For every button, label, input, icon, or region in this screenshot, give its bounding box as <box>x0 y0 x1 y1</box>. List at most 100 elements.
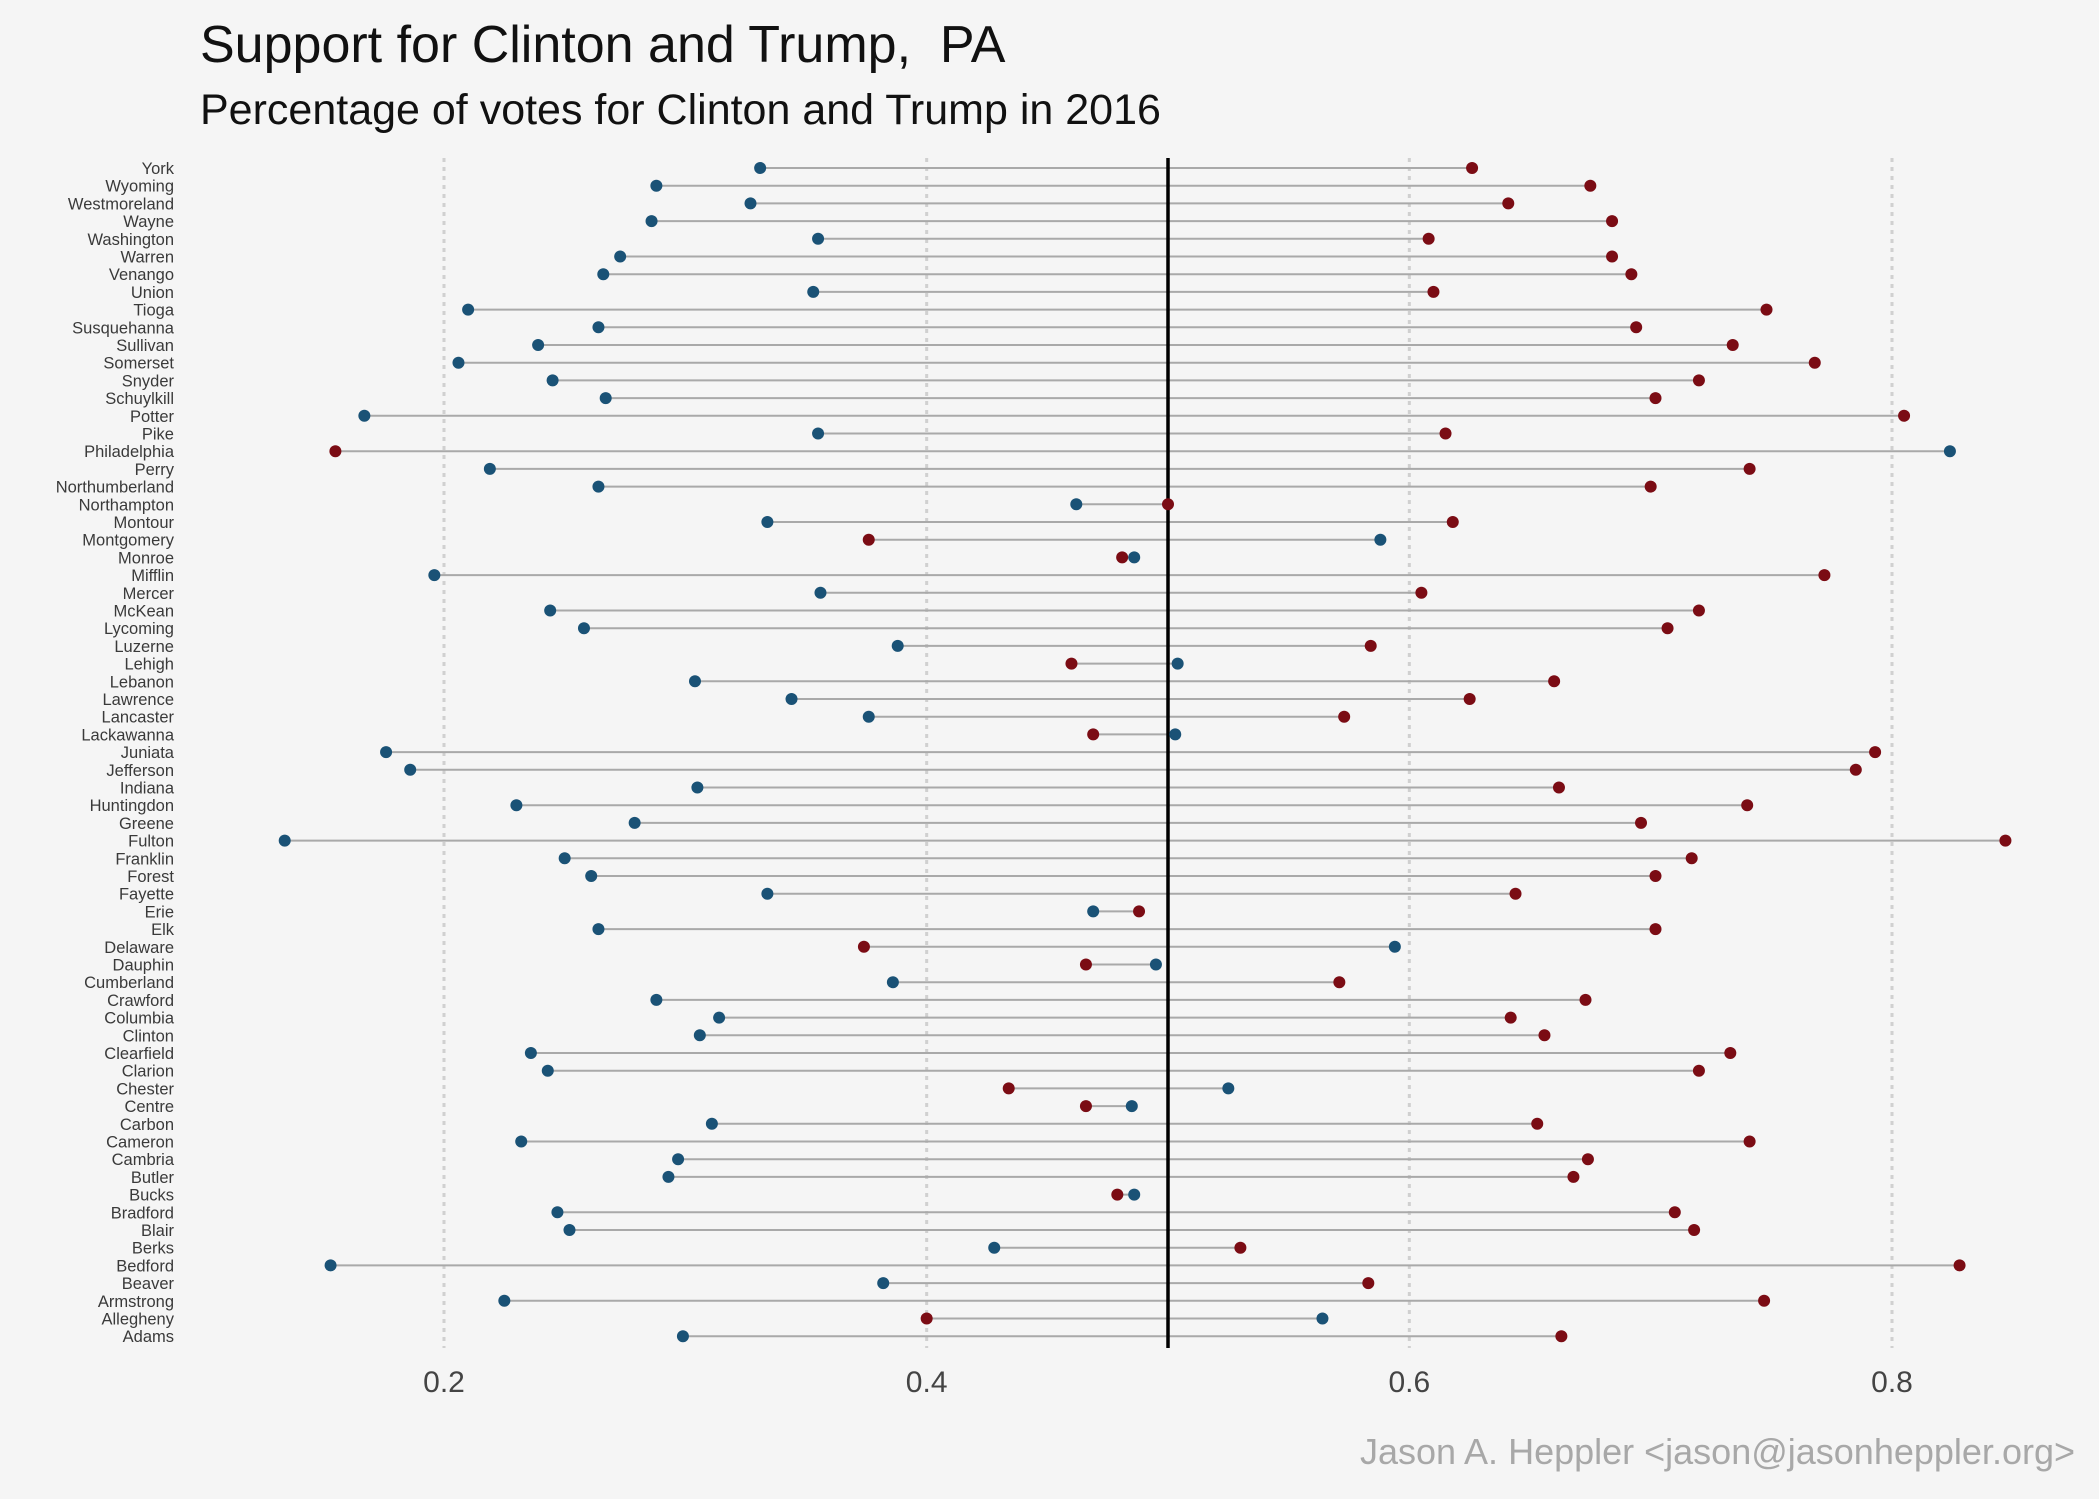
clinton-point <box>1171 657 1184 670</box>
clinton-point <box>483 462 496 475</box>
trump-point <box>1079 1100 1092 1113</box>
clinton-point <box>1087 905 1100 918</box>
clinton-point <box>510 799 523 812</box>
county-label: Crawford <box>107 992 174 1010</box>
trump-point <box>1606 250 1619 263</box>
trump-point <box>1439 427 1452 440</box>
trump-point <box>1644 480 1657 493</box>
trump-point <box>1953 1259 1966 1272</box>
trump-point <box>1079 958 1092 971</box>
clinton-point <box>988 1241 1001 1254</box>
trump-point <box>1692 374 1705 387</box>
trump-point <box>1898 409 1911 422</box>
trump-point <box>1685 852 1698 865</box>
trump-point <box>1338 710 1351 723</box>
county-label: Huntingdon <box>90 797 174 815</box>
clinton-point <box>614 250 627 263</box>
clinton-point <box>1374 533 1387 546</box>
county-label: Susquehanna <box>72 319 175 337</box>
x-tick-label: 0.2 <box>423 1366 465 1399</box>
clinton-point <box>599 392 612 405</box>
chart-subtitle: Percentage of votes for Clinton and Trum… <box>200 86 1161 134</box>
clinton-point <box>577 622 590 635</box>
trump-point <box>1234 1241 1247 1254</box>
county-label: Fayette <box>119 886 174 904</box>
clinton-point <box>754 162 767 174</box>
clinton-point <box>597 268 610 281</box>
trump-point <box>1649 870 1662 882</box>
trump-point <box>1362 1277 1375 1290</box>
dumbbell-points <box>278 162 2012 1343</box>
clinton-point <box>1125 1100 1138 1113</box>
county-label: Greene <box>119 815 174 833</box>
county-label: Clinton <box>123 1027 174 1045</box>
county-label: Beaver <box>122 1275 175 1293</box>
clinton-point <box>515 1135 528 1148</box>
clinton-point <box>1128 1188 1141 1201</box>
clinton-point <box>404 763 417 776</box>
clinton-point <box>532 339 545 351</box>
clinton-point <box>524 1047 537 1059</box>
x-axis-labels: 0.2 0.4 0.6 0.8 <box>423 1366 1913 1399</box>
county-label: Mercer <box>123 585 175 603</box>
trump-point <box>1415 586 1428 599</box>
trump-point <box>1741 799 1754 812</box>
county-label: Berks <box>132 1240 174 1258</box>
clinton-point <box>1070 498 1083 511</box>
county-label: McKean <box>113 603 174 621</box>
clinton-point <box>1388 940 1401 953</box>
trump-point <box>1548 675 1561 688</box>
county-label: Washington <box>87 231 174 249</box>
clinton-point <box>324 1259 337 1272</box>
clinton-point <box>713 1011 726 1024</box>
county-label: Montour <box>113 514 174 532</box>
county-label: Philadelphia <box>84 443 175 461</box>
clinton-point <box>462 303 475 316</box>
county-label: Cambria <box>112 1151 175 1169</box>
clinton-point <box>585 870 598 882</box>
trump-point <box>1758 1294 1771 1307</box>
clinton-point <box>544 604 557 617</box>
county-label: Perry <box>135 461 175 479</box>
trump-point <box>1579 993 1592 1006</box>
clinton-point <box>807 285 820 298</box>
trump-point <box>1162 498 1174 511</box>
clinton-point <box>744 197 757 210</box>
clinton-point <box>650 993 663 1006</box>
clinton-point <box>428 569 441 582</box>
clinton-point <box>592 923 605 936</box>
trump-point <box>1661 622 1674 635</box>
clinton-point <box>558 852 571 865</box>
trump-point <box>1538 1029 1551 1042</box>
trump-point <box>1065 657 1078 670</box>
trump-point <box>1743 1135 1756 1148</box>
county-label: Mifflin <box>131 567 174 585</box>
county-label: Northumberland <box>56 479 174 497</box>
clinton-point <box>592 480 605 493</box>
trump-point <box>920 1312 933 1325</box>
county-label: Dauphin <box>113 957 174 975</box>
clinton-point <box>891 639 904 652</box>
county-label: Bradford <box>111 1204 174 1222</box>
clinton-point <box>662 1170 675 1183</box>
clinton-point <box>761 887 774 900</box>
county-label: Monroe <box>118 549 174 567</box>
trump-point <box>1668 1206 1681 1219</box>
clinton-point <box>812 232 825 245</box>
county-label: Lycoming <box>104 620 174 638</box>
trump-point <box>1364 639 1377 652</box>
trump-point <box>1625 268 1638 281</box>
chart-title: Support for Clinton and Trump, PA <box>200 16 1006 74</box>
clinton-point <box>676 1330 689 1343</box>
county-label: Luzerne <box>114 638 174 656</box>
trump-point <box>1466 162 1479 174</box>
trump-point <box>1630 321 1643 334</box>
county-label: Potter <box>130 408 175 426</box>
county-label: Warren <box>121 249 174 267</box>
x-tick-label: 0.6 <box>1388 1366 1430 1399</box>
trump-point <box>1635 816 1648 829</box>
clinton-point <box>1128 551 1141 564</box>
clinton-point <box>814 586 827 599</box>
